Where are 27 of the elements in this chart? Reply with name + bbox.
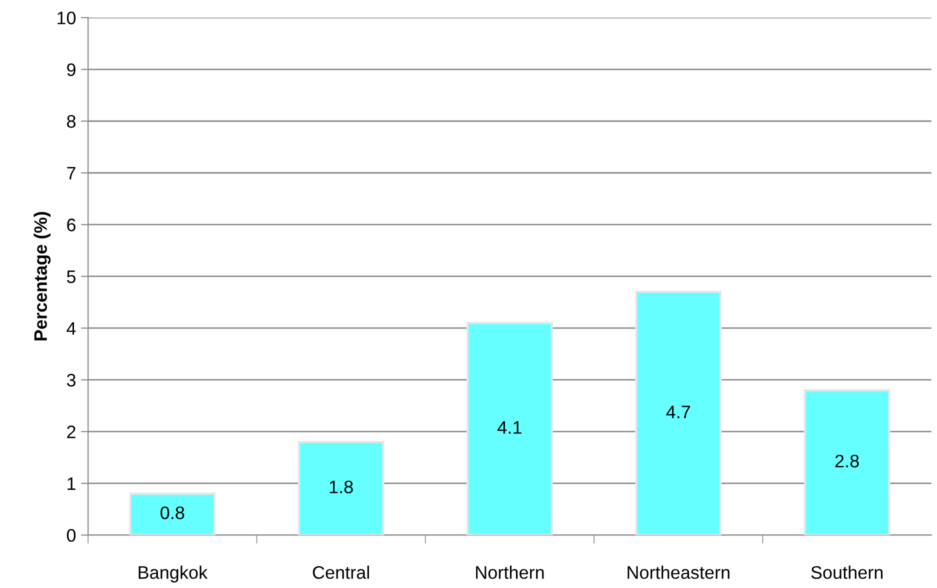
bar: [298, 440, 384, 536]
y-tick-label: 10: [58, 12, 76, 24]
y-tick-label: 4: [66, 322, 76, 335]
data-label: 0.8: [160, 506, 184, 520]
data-label: 4.7: [666, 406, 690, 418]
y-tick-label: 8: [67, 115, 76, 128]
bar: [804, 389, 890, 536]
y-tick-label: 9: [67, 63, 76, 76]
y-tick-label: 2: [67, 426, 76, 438]
data-label: 2.8: [835, 454, 859, 468]
bar: [466, 322, 553, 536]
x-tick-label: Southern: [811, 566, 883, 579]
bar: [129, 492, 216, 536]
x-tick-label: Northeastern: [628, 566, 730, 579]
y-tick-label: 0: [66, 529, 76, 542]
y-tick-label: 6: [67, 218, 76, 232]
y-tick-label: 3: [66, 374, 76, 387]
x-tick-label: Central: [312, 566, 369, 579]
data-label: 1.8: [330, 480, 353, 494]
y-tick-label: 7: [67, 166, 76, 180]
y-axis-title: Percentage (%): [34, 212, 51, 340]
x-tick-label: Northern: [476, 566, 544, 579]
x-tick-label: Bangkok: [138, 566, 208, 582]
y-tick-label: 1: [68, 477, 76, 490]
bar: [635, 290, 722, 536]
data-label: 4.1: [498, 421, 522, 434]
y-tick-label: 5: [66, 270, 76, 284]
